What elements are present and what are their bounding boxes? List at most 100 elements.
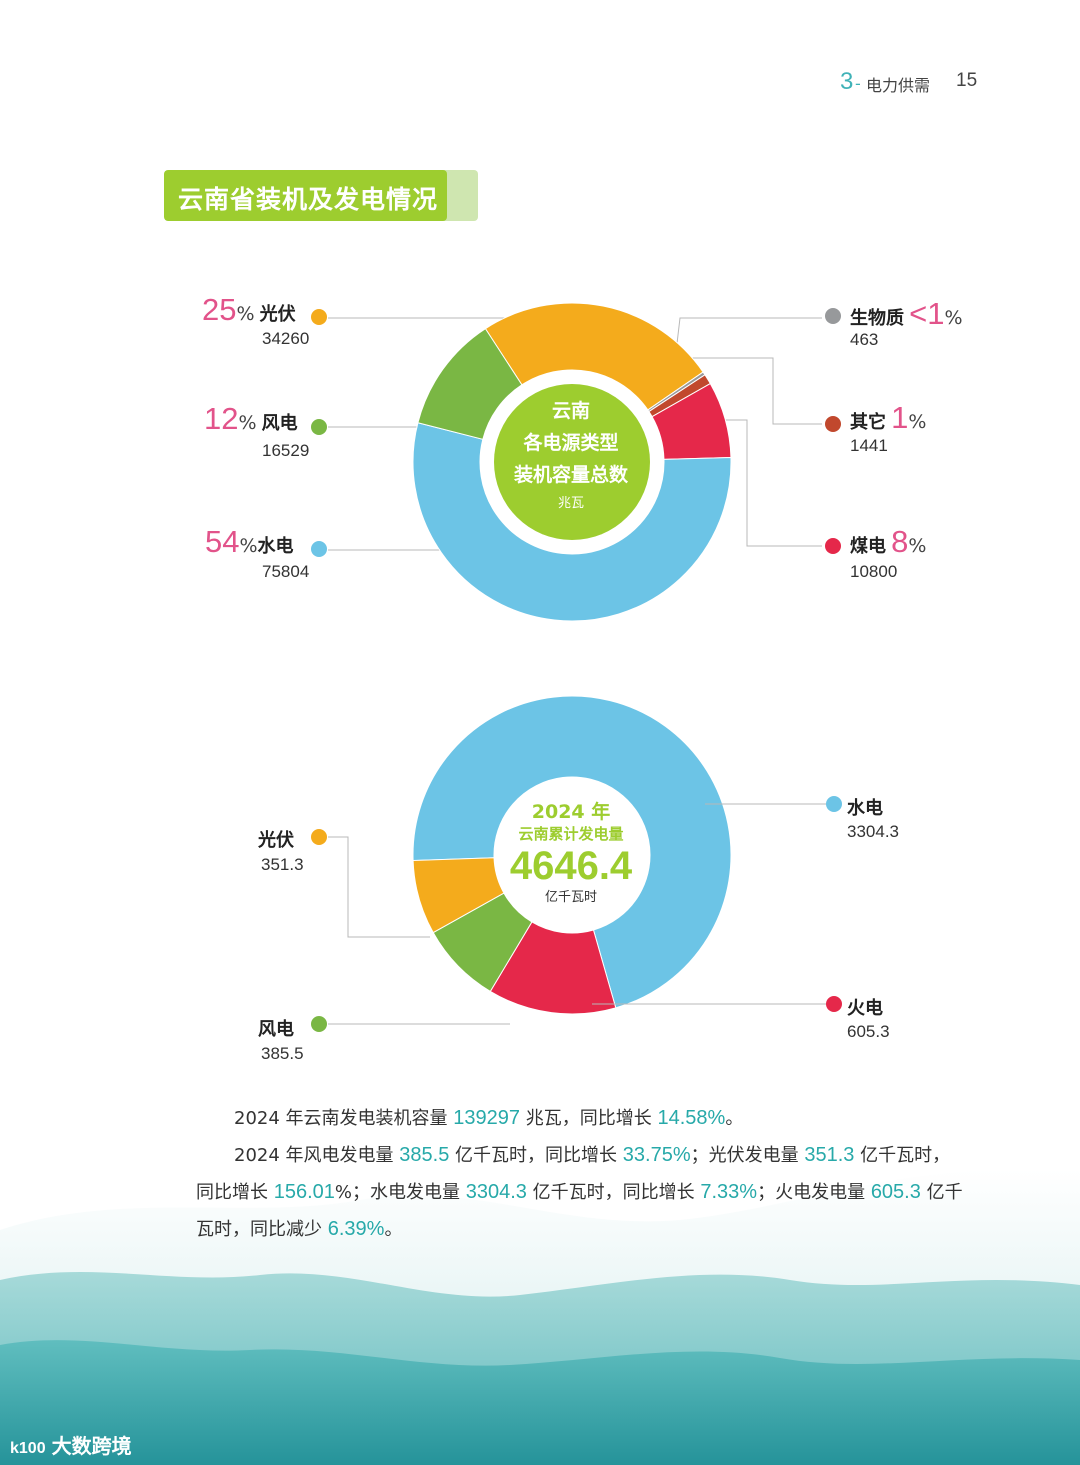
label-wind-generation: 风电 (258, 1015, 294, 1041)
p1-capacity-value: 139297 (453, 1107, 521, 1129)
solar-capacity-percent: 25 (202, 292, 237, 327)
hydro-capacity-percent-sign: % (239, 535, 258, 557)
leader-line-other (684, 357, 822, 425)
leader-line-gen-solar (328, 836, 430, 938)
watermark: k100 大数跨境 (10, 1430, 132, 1459)
wind-capacity-name: 风电 (261, 413, 298, 434)
solar-generation-value-wrap: 351.3 (261, 855, 304, 875)
solar-capacity-value: 34260 (262, 329, 310, 348)
label-wind-capacity: 12% 风电 (204, 401, 298, 437)
p1-text-2: 兆瓦，同比增长 (520, 1108, 658, 1129)
coal-capacity-value-wrap: 10800 (850, 562, 897, 582)
section-title-text: 云南省装机及发电情况 (178, 185, 439, 214)
capacity-center-label: 云南 各电源类型 装机容量总数 兆瓦 (496, 395, 646, 517)
other-capacity-value-wrap: 1441 (850, 436, 888, 456)
p2-hydro-value: 3304.3 (465, 1181, 527, 1203)
capacity-center-line-2: 各电源类型 (523, 432, 619, 454)
other-capacity-percent: 1 (891, 400, 909, 435)
coal-capacity-percent-sign: % (908, 535, 927, 557)
wind-legend-dot (311, 419, 327, 435)
capacity-center-unit: 兆瓦 (557, 496, 584, 511)
p2-solar-growth: 156.01 (273, 1181, 335, 1203)
gen-solar-legend-dot (311, 829, 327, 845)
hydro-generation-name: 水电 (847, 798, 883, 819)
label-solar-generation: 光伏 (258, 826, 294, 852)
p2-text-8: 亿千瓦时，同比减少 (196, 1182, 963, 1240)
leader-line-biomass (675, 317, 822, 353)
section-title-bar (164, 170, 447, 221)
chapter-number: 3 (840, 68, 854, 95)
coal-legend-dot (825, 538, 841, 554)
mountain-background (0, 1168, 1080, 1465)
wind-capacity-percent-sign: % (238, 412, 257, 434)
capacity-center-disc (494, 384, 650, 540)
p2-text-6: 亿千瓦时，同比增长 (526, 1182, 701, 1203)
p2-text-3: ；光伏发电量 (690, 1145, 805, 1166)
solar-generation-value: 351.3 (261, 855, 304, 874)
generation-center-unit: 亿千瓦时 (544, 890, 597, 905)
biomass-capacity-value: 463 (850, 330, 879, 349)
page-header: 3 - 电力供需 15 (840, 68, 1040, 98)
p2-thermal-value: 605.3 (870, 1181, 921, 1203)
mountain-layer-near (0, 1340, 1080, 1465)
generation-center-total: 4646.4 (509, 844, 633, 888)
solar-capacity-name: 光伏 (259, 304, 296, 325)
gen-hydro-legend-dot (826, 796, 842, 812)
solar-capacity-value-wrap: 34260 (262, 329, 309, 349)
label-biomass-capacity: 生物质 <1% (850, 296, 963, 332)
label-hydro-generation: 水电 (847, 794, 883, 820)
p2-text-5: %；水电发电量 (334, 1182, 466, 1203)
label-other-capacity: 其它 1% (850, 400, 926, 436)
wind-capacity-value-wrap: 16529 (262, 441, 309, 461)
wind-generation-value: 385.5 (261, 1044, 304, 1063)
p2-wind-growth: 33.75% (622, 1144, 691, 1166)
generation-center-label: 2024 年 云南累计发电量 4646.4 亿千瓦时 (496, 800, 646, 908)
p2-text-1: 2024 年风电发电量 (234, 1145, 400, 1166)
other-capacity-value: 1441 (850, 436, 888, 455)
summary-paragraph-capacity: 2024 年云南发电装机容量 139297 兆瓦，同比增长 14.58%。 (196, 1100, 966, 1137)
hydro-generation-value: 3304.3 (847, 822, 899, 841)
p1-growth-value: 14.58% (657, 1107, 726, 1129)
hydro-capacity-name: 水电 (257, 536, 294, 557)
thermal-generation-value-wrap: 605.3 (847, 1022, 890, 1042)
wind-capacity-value: 16529 (262, 441, 310, 460)
capacity-center-line-3: 装机容量总数 (513, 464, 628, 486)
thermal-generation-value: 605.3 (847, 1022, 890, 1041)
hydro-capacity-percent: 54 (205, 524, 240, 559)
p2-text-7: ；火电发电量 (757, 1182, 871, 1203)
label-hydro-capacity: 54%水电 (205, 524, 294, 560)
label-thermal-generation: 火电 (847, 994, 883, 1020)
p1-text-1: 2024 年云南发电装机容量 (234, 1108, 454, 1129)
section-title: 云南省装机及发电情况 (164, 170, 478, 221)
biomass-capacity-percent-sign: % (944, 307, 963, 329)
coal-capacity-value: 10800 (850, 562, 898, 581)
gen-wind-legend-dot (311, 1016, 327, 1032)
p2-text-9: 。 (384, 1219, 403, 1240)
label-coal-capacity: 煤电 8% (850, 524, 926, 560)
chapter-title: 电力供需 (866, 76, 931, 95)
generation-center-year: 2024 年 (531, 801, 611, 823)
biomass-capacity-value-wrap: 463 (850, 330, 878, 350)
solar-capacity-percent-sign: % (236, 303, 255, 325)
capacity-center-line-1: 云南 (551, 400, 590, 422)
p2-thermal-change: 6.39% (327, 1218, 385, 1240)
p2-solar-value: 351.3 (804, 1144, 855, 1166)
page-number: 15 (956, 70, 978, 91)
p2-hydro-growth: 7.33% (700, 1181, 758, 1203)
other-capacity-percent-sign: % (908, 411, 927, 433)
p2-text-4: 亿千瓦时，同比增长 (196, 1145, 951, 1203)
label-solar-capacity: 25% 光伏 (202, 292, 296, 328)
biomass-capacity-name: 生物质 (850, 308, 904, 329)
p2-wind-value: 385.5 (399, 1144, 450, 1166)
hydro-generation-value-wrap: 3304.3 (847, 822, 899, 842)
summary-paragraph-generation: 2024 年风电发电量 385.5 亿千瓦时，同比增长 33.75%；光伏发电量… (196, 1137, 966, 1248)
generation-donut-hole (494, 777, 650, 933)
generation-center-subtitle: 云南累计发电量 (518, 825, 624, 843)
gen-thermal-legend-dot (826, 996, 842, 1012)
wind-capacity-percent: 12 (204, 401, 239, 436)
watermark-text: 大数跨境 (51, 1434, 132, 1458)
generation-leader-lines (328, 803, 826, 1025)
thermal-generation-name: 火电 (847, 998, 883, 1019)
wind-generation-value-wrap: 385.5 (261, 1044, 304, 1064)
